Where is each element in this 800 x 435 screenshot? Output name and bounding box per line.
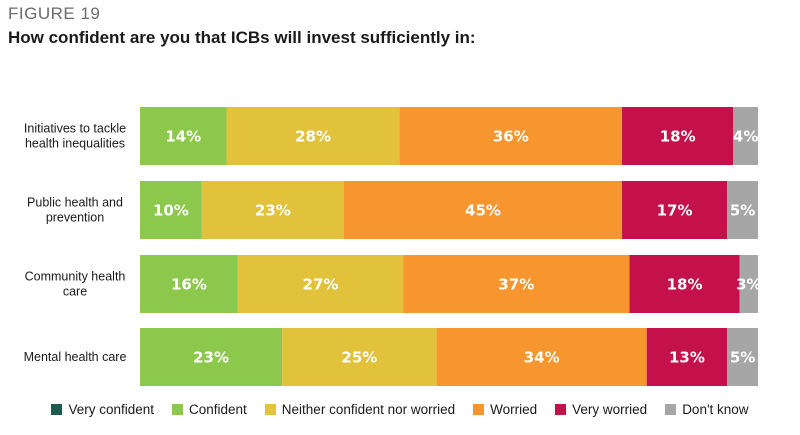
bar-segment — [237, 255, 404, 313]
data-label: 23% — [255, 202, 291, 220]
data-label: 17% — [657, 202, 693, 220]
data-label: 10% — [153, 202, 189, 220]
bar-segment — [399, 107, 623, 165]
legend-label: Very worried — [572, 402, 648, 417]
bar-segment — [739, 255, 758, 313]
legend-swatch — [555, 404, 567, 415]
data-label: 4% — [733, 128, 758, 146]
data-label: 5% — [730, 202, 755, 220]
bar-segment — [140, 255, 238, 313]
legend-label: Neither confident nor worried — [281, 402, 456, 417]
data-label: 37% — [498, 276, 534, 294]
category-label: Mental health care — [24, 350, 127, 364]
data-label: 28% — [295, 128, 331, 146]
legend-item: Neither confident nor worried — [264, 402, 456, 417]
bar-segment — [403, 255, 630, 313]
bar-segment — [140, 181, 202, 239]
bar-segment — [629, 255, 740, 313]
category-label: Public health and prevention — [27, 196, 123, 225]
data-label: 45% — [465, 202, 501, 220]
data-label: 14% — [165, 128, 201, 146]
data-label: 27% — [303, 276, 339, 294]
figure-label: FIGURE 19 — [8, 4, 101, 23]
data-label: 18% — [667, 276, 703, 294]
legend-item: Very confident — [51, 402, 154, 417]
bar-segment — [622, 107, 734, 165]
category-label: Community health care — [25, 270, 126, 299]
bar-segment — [646, 328, 728, 386]
bar-segment — [727, 328, 758, 386]
legend-item: Don't know — [665, 402, 749, 417]
data-label: 3% — [736, 276, 761, 294]
legend-swatch — [51, 404, 63, 415]
legend-swatch — [473, 404, 485, 415]
legend-swatch — [172, 404, 183, 415]
legend-label: Don't know — [682, 402, 749, 417]
data-label: 36% — [493, 128, 529, 146]
data-label: 5% — [730, 349, 755, 367]
bar-segment — [727, 181, 758, 239]
data-label: 25% — [341, 349, 377, 367]
legend-swatch — [665, 404, 677, 415]
legend-item: Very worried — [555, 402, 647, 417]
legend-label: Very confident — [68, 402, 154, 417]
category-label: Initiatives to tackle health inequalities — [24, 122, 126, 151]
data-label: 18% — [660, 128, 696, 146]
bar-segment — [226, 107, 400, 165]
bar-segment — [201, 181, 344, 239]
data-label: 13% — [669, 349, 705, 367]
chart-legend: Very confident Confident Neither confident… — [0, 402, 800, 417]
legend-label: Worried — [490, 402, 538, 417]
bar-segment — [733, 107, 758, 165]
bar-segment — [282, 328, 437, 386]
legend-item: Confident — [172, 402, 247, 417]
legend-label: Confident — [189, 402, 247, 417]
data-label: 23% — [193, 349, 229, 367]
legend-swatch — [264, 404, 276, 415]
bar-segment — [140, 107, 227, 165]
bar-segment — [622, 181, 728, 239]
data-label: 34% — [524, 349, 560, 367]
bar-segment — [436, 328, 647, 386]
legend-item: Worried — [473, 402, 537, 417]
bar-segment — [140, 328, 283, 386]
stacked-bar-chart: Initiatives to tackle health inequalities… — [23, 107, 761, 386]
chart-title: How confident are you that ICBs will inv… — [8, 28, 476, 47]
bar-segment — [343, 181, 623, 239]
data-label: 16% — [171, 276, 207, 294]
